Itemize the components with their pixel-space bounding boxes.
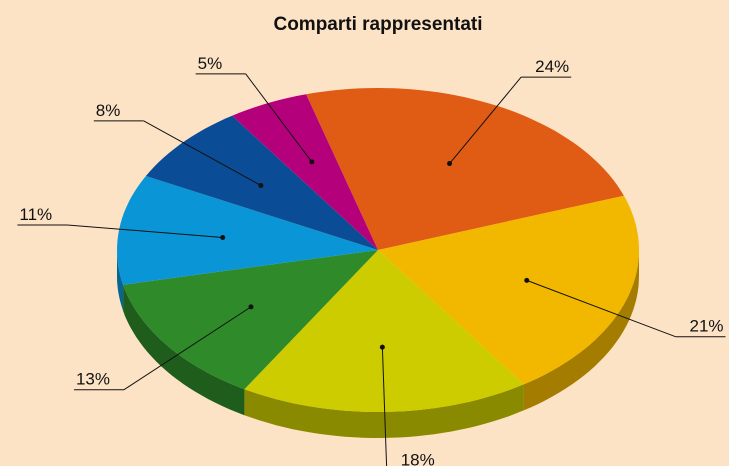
data-label: 5%	[198, 54, 223, 73]
slice-side	[117, 250, 124, 311]
leader-dot	[447, 161, 453, 167]
data-label: 13%	[76, 370, 110, 389]
data-label: 21%	[690, 317, 724, 336]
leader-dot	[524, 277, 530, 283]
slice-side-shade	[523, 250, 639, 411]
chart-title: Comparti rappresentati	[273, 14, 482, 35]
leader-dot	[379, 344, 385, 350]
slice	[123, 250, 378, 390]
leader-dot	[248, 304, 254, 310]
leader-line	[67, 224, 223, 238]
slice	[117, 176, 378, 285]
slice-side	[123, 284, 245, 416]
leader-line	[123, 306, 252, 391]
leader-line	[526, 279, 676, 338]
slice	[244, 250, 524, 412]
leader-line	[381, 347, 388, 466]
slice-side	[244, 384, 524, 438]
leader-dot	[220, 234, 226, 240]
data-label: 11%	[19, 205, 52, 224]
data-label: 8%	[96, 101, 121, 120]
slice-side-shade	[244, 384, 524, 438]
leader-line	[449, 76, 522, 164]
leader-line	[245, 73, 313, 163]
slice-side-shade	[123, 284, 245, 416]
data-label: 24%	[535, 57, 569, 76]
leader-line	[143, 120, 262, 186]
leader-dot	[309, 159, 315, 165]
data-label: 18%	[401, 450, 435, 466]
slice	[145, 115, 378, 250]
slice-side-shade	[117, 250, 124, 311]
slice	[378, 195, 639, 385]
slice-side	[523, 250, 639, 411]
leader-dot	[258, 182, 264, 188]
slice	[306, 88, 624, 250]
slice	[232, 94, 378, 250]
